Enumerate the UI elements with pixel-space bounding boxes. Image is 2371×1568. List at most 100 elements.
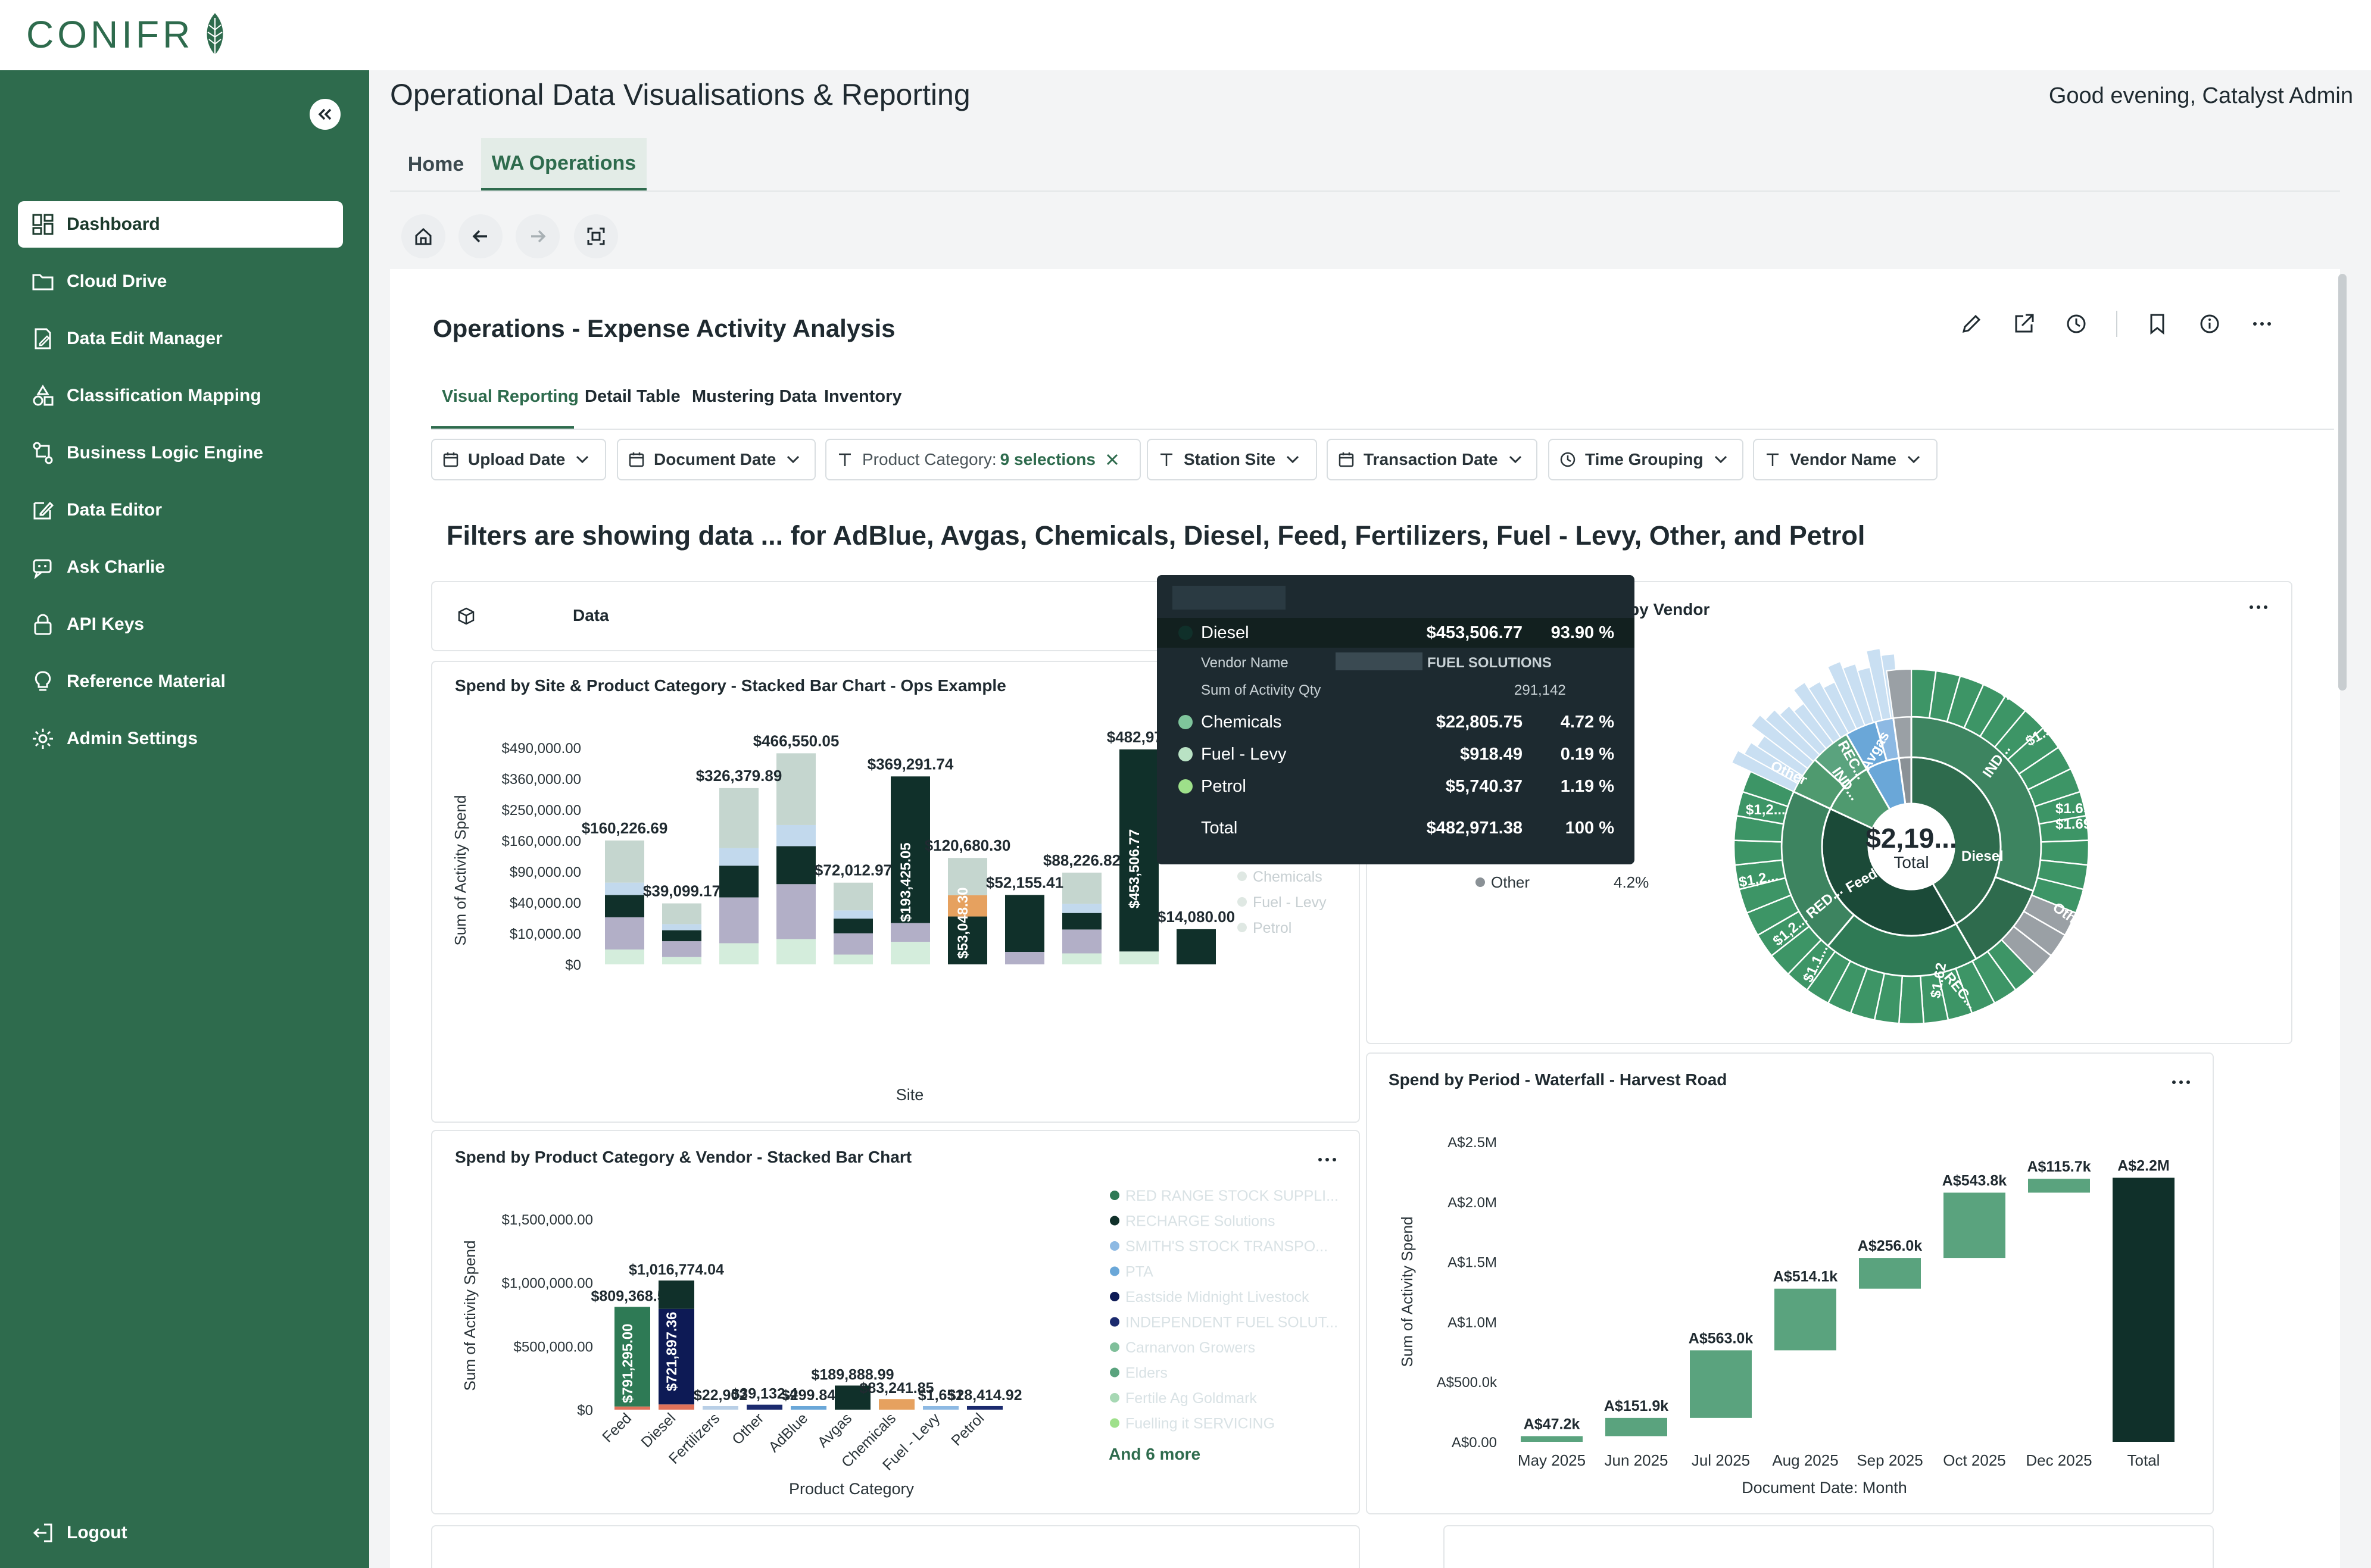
sidebar-item-data-editor[interactable]: Data Editor — [18, 487, 343, 533]
tab-wa-operations[interactable]: WA Operations — [481, 138, 647, 190]
bar-segment[interactable] — [747, 1404, 782, 1410]
bar-segment[interactable] — [948, 858, 987, 895]
tab-mustering-data[interactable]: Mustering Data — [692, 387, 816, 407]
legend-item[interactable]: Elders — [1125, 1365, 1168, 1382]
bar-segment[interactable] — [791, 1406, 826, 1410]
filter-product-category[interactable]: Product Category: 9 selections — [825, 439, 1141, 480]
sidebar-item-dashboard[interactable]: Dashboard — [18, 201, 343, 248]
bar-segment[interactable] — [662, 941, 701, 957]
edit-icon[interactable] — [1959, 311, 1984, 336]
bar-segment[interactable] — [719, 943, 759, 964]
tab-inventory[interactable]: Inventory — [824, 387, 902, 407]
bar-segment[interactable] — [967, 1405, 1003, 1410]
more-options-icon[interactable] — [1317, 1156, 1337, 1163]
bar-segment[interactable] — [605, 917, 644, 950]
legend-item[interactable]: Carnarvon Growers — [1125, 1339, 1255, 1356]
sidebar-item-admin-settings[interactable]: Admin Settings — [18, 716, 343, 762]
legend-more-link[interactable]: And 6 more — [1109, 1445, 1200, 1463]
bar-segment[interactable] — [1005, 895, 1044, 952]
bar-segment[interactable] — [1005, 952, 1044, 964]
bar-segment[interactable] — [835, 1385, 871, 1410]
bar-segment[interactable] — [776, 884, 816, 939]
bar-segment[interactable] — [834, 919, 873, 933]
bar-segment[interactable] — [891, 942, 930, 964]
sunburst-segment[interactable] — [1733, 839, 1783, 866]
more-options-icon[interactable] — [2250, 311, 2275, 336]
waterfall-bar[interactable] — [2028, 1179, 2090, 1193]
legend-item[interactable]: PTA — [1125, 1264, 1153, 1280]
bar-segment[interactable] — [834, 910, 873, 919]
tab-home[interactable]: Home — [399, 138, 473, 190]
sidebar-item-classification-mapping[interactable]: Classification Mapping — [18, 373, 343, 419]
legend-item[interactable]: SMITH'S STOCK TRANSPO... — [1125, 1238, 1328, 1255]
sidebar-item-ask-charlie[interactable]: Ask Charlie — [18, 544, 343, 591]
sunburst-segment[interactable] — [1886, 668, 1912, 719]
collapse-sidebar-button[interactable] — [310, 99, 341, 130]
bar-segment[interactable] — [662, 957, 701, 964]
bar-segment[interactable] — [891, 923, 930, 942]
sidebar-item-reference-material[interactable]: Reference Material — [18, 658, 343, 705]
bar-segment[interactable] — [703, 1406, 738, 1410]
bar-segment[interactable] — [1062, 913, 1102, 930]
bar-segment[interactable] — [614, 1406, 650, 1410]
bar-segment[interactable] — [605, 895, 644, 917]
bar-segment[interactable] — [1062, 953, 1102, 964]
filter-document-date[interactable]: Document Date — [617, 439, 816, 480]
sidebar-item-data-edit-manager[interactable]: Data Edit Manager — [18, 316, 343, 362]
bar-segment[interactable] — [923, 1406, 959, 1410]
bar-segment[interactable] — [948, 895, 987, 917]
info-icon[interactable] — [2197, 311, 2222, 336]
bar-segment[interactable] — [605, 882, 644, 895]
waterfall-bar[interactable] — [1605, 1417, 1667, 1436]
bar-segment[interactable] — [776, 846, 816, 885]
legend-item[interactable]: RED RANGE STOCK SUPPLI... — [1125, 1188, 1339, 1204]
scrollbar[interactable] — [2338, 274, 2347, 691]
more-options-icon[interactable] — [2171, 1079, 2191, 1086]
legend-item[interactable]: Fuelling it SERVICING — [1125, 1416, 1275, 1432]
bar-segment[interactable] — [834, 954, 873, 964]
sunburst-segment[interactable] — [1898, 975, 1925, 1025]
fullscreen-button[interactable] — [574, 214, 618, 258]
waterfall-bar[interactable] — [1774, 1288, 1836, 1351]
bookmark-icon[interactable] — [2145, 311, 2170, 336]
back-button[interactable] — [458, 214, 503, 258]
home-button[interactable] — [401, 214, 445, 258]
bar-segment[interactable] — [614, 1307, 650, 1407]
bar-segment[interactable] — [659, 1404, 694, 1410]
filter-vendor-name[interactable]: Vendor Name — [1753, 439, 1938, 480]
filter-upload-date[interactable]: Upload Date — [431, 439, 606, 480]
filter-time-grouping[interactable]: Time Grouping — [1548, 439, 1743, 480]
sidebar-item-cloud-drive[interactable]: Cloud Drive — [18, 258, 343, 305]
bar-segment[interactable] — [605, 949, 644, 964]
bar-segment[interactable] — [891, 776, 930, 923]
bar-segment[interactable] — [719, 788, 759, 848]
waterfall-bar[interactable] — [1943, 1192, 2005, 1258]
waterfall-bar[interactable] — [1521, 1436, 1583, 1442]
logout-button[interactable]: Logout — [18, 1510, 343, 1556]
legend-item[interactable]: Eastside Midnight Livestock — [1125, 1289, 1309, 1305]
filter-transaction-date[interactable]: Transaction Date — [1327, 439, 1537, 480]
filter-station-site[interactable]: Station Site — [1147, 439, 1317, 480]
bar-segment[interactable] — [1177, 929, 1216, 964]
bar-segment[interactable] — [1062, 929, 1102, 954]
bar-segment[interactable] — [879, 1399, 915, 1410]
brand-logo[interactable]: CONIFR — [26, 11, 228, 58]
sidebar-item-business-logic-engine[interactable]: Business Logic Engine — [18, 430, 343, 476]
legend-item[interactable]: INDEPENDENT FUEL SOLUT... — [1125, 1314, 1338, 1331]
waterfall-bar[interactable] — [1859, 1258, 1921, 1289]
bar-segment[interactable] — [719, 848, 759, 866]
bar-segment[interactable] — [662, 903, 701, 924]
legend-item[interactable]: RECHARGE Solutions — [1125, 1213, 1275, 1230]
bar-segment[interactable] — [1062, 904, 1102, 913]
bar-segment[interactable] — [776, 939, 816, 964]
tab-visual-reporting[interactable]: Visual Reporting — [442, 387, 579, 407]
close-icon[interactable] — [1104, 451, 1121, 468]
sidebar-item-api-keys[interactable]: API Keys — [18, 601, 343, 648]
clock-icon[interactable] — [2064, 311, 2089, 336]
bar-segment[interactable] — [605, 840, 644, 883]
bar-segment[interactable] — [776, 824, 816, 847]
bar-segment[interactable] — [659, 1280, 694, 1309]
bar-segment[interactable] — [1119, 749, 1159, 952]
bar-segment[interactable] — [1119, 951, 1159, 964]
bar-segment[interactable] — [719, 866, 759, 898]
